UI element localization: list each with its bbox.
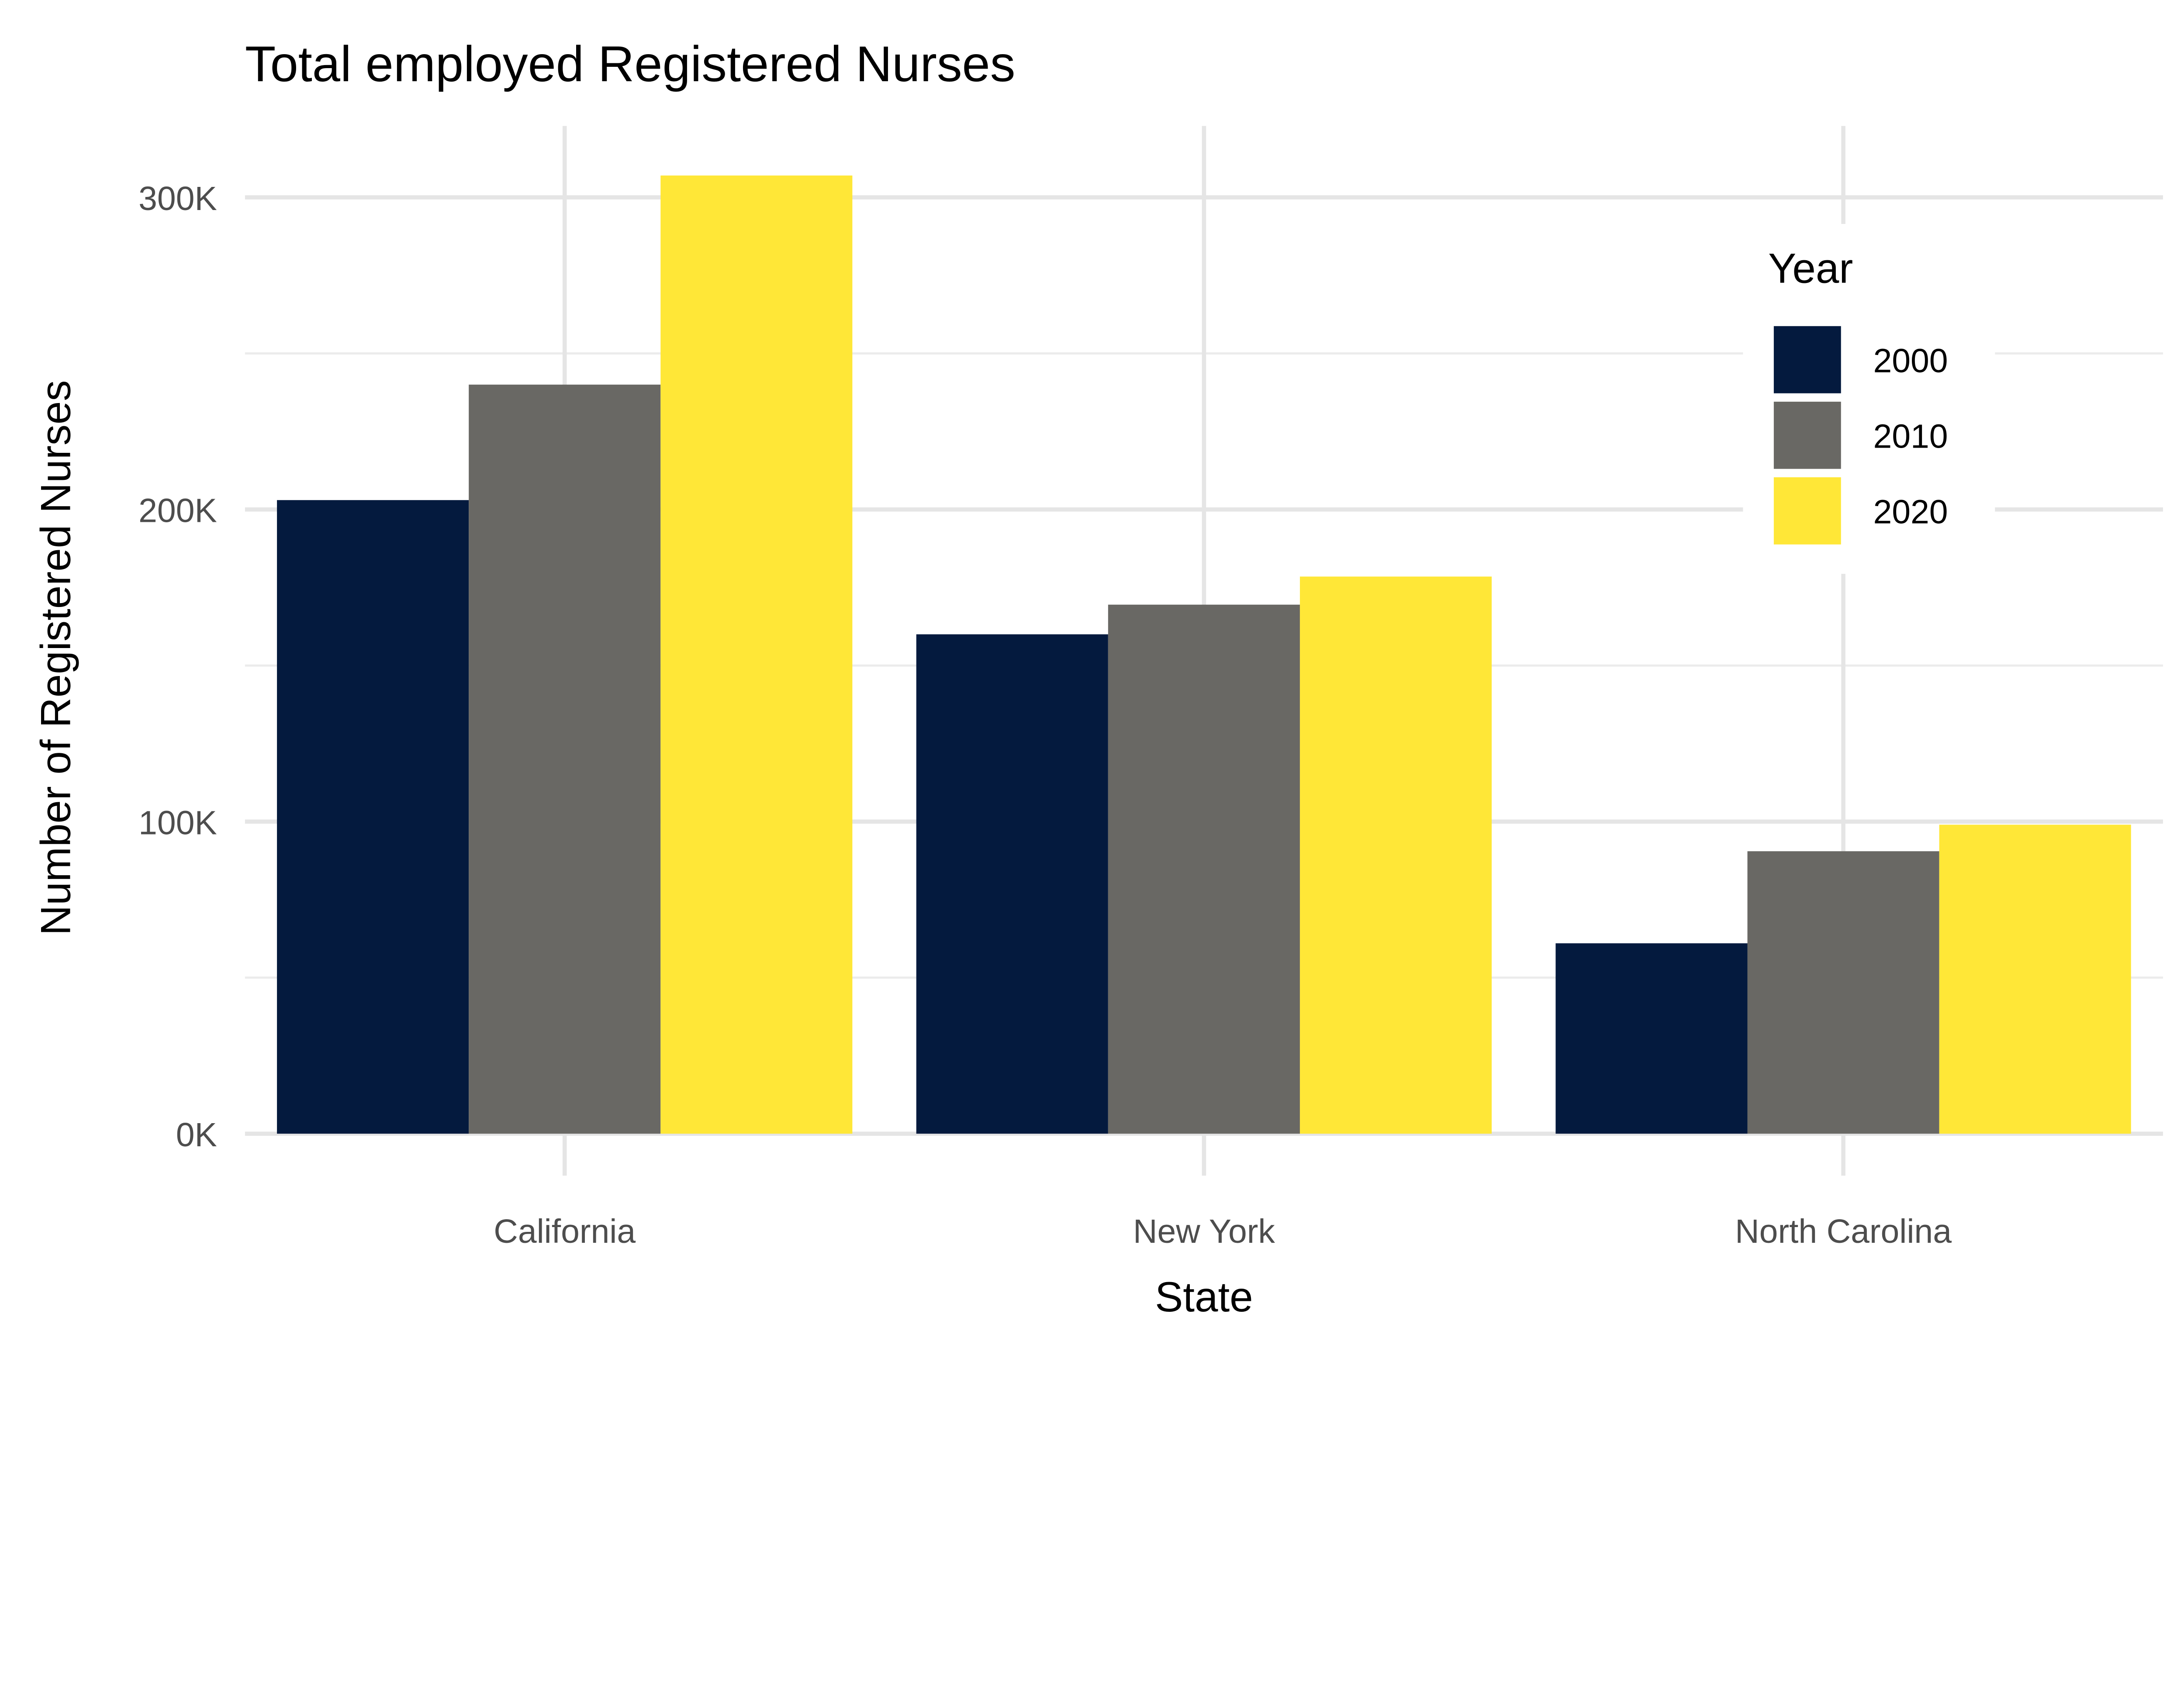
legend-swatch-2000 (1773, 326, 1841, 393)
legend-label: 2000 (1873, 342, 1948, 380)
bar-new-york-2020 (1299, 576, 1492, 1134)
bar-north-carolina-2010 (1747, 851, 1939, 1134)
x-axis-title: State (1155, 1274, 1253, 1321)
y-axis-title: Number of Registered Nurses (32, 380, 79, 936)
bar-new-york-2000 (916, 634, 1108, 1134)
bar-new-york-2010 (1108, 604, 1300, 1134)
y-tick-label: 200K (138, 492, 217, 530)
legend-swatch-2020 (1773, 477, 1841, 545)
x-tick-label: New York (1133, 1213, 1275, 1250)
chart-title: Total employed Registered Nurses (245, 36, 1016, 92)
tick-labels: 0K 100K 200K 300K California New York North Ca… (138, 180, 1952, 1250)
bar-north-carolina-2000 (1555, 943, 1748, 1134)
y-tick-label: 300K (138, 180, 217, 217)
bar-california-2010 (469, 384, 661, 1134)
y-tick-label: 0K (176, 1116, 217, 1154)
legend: Year 2000 2010 2020 (1743, 224, 1995, 574)
x-tick-label: North Carolina (1735, 1213, 1952, 1250)
y-tick-label: 100K (138, 804, 217, 841)
bar-california-2000 (277, 500, 469, 1134)
bars (277, 175, 2131, 1134)
legend-label: 2010 (1873, 418, 1948, 455)
x-tick-label: California (494, 1213, 636, 1250)
legend-title: Year (1768, 245, 1853, 292)
bar-chart: Year 2000 2010 2020 0K 100K 200K 300K Californi… (32, 36, 2163, 1321)
bar-california-2020 (660, 175, 853, 1134)
bar-north-carolina-2020 (1939, 824, 2131, 1134)
legend-label: 2020 (1873, 493, 1948, 531)
legend-swatch-2010 (1773, 401, 1841, 469)
